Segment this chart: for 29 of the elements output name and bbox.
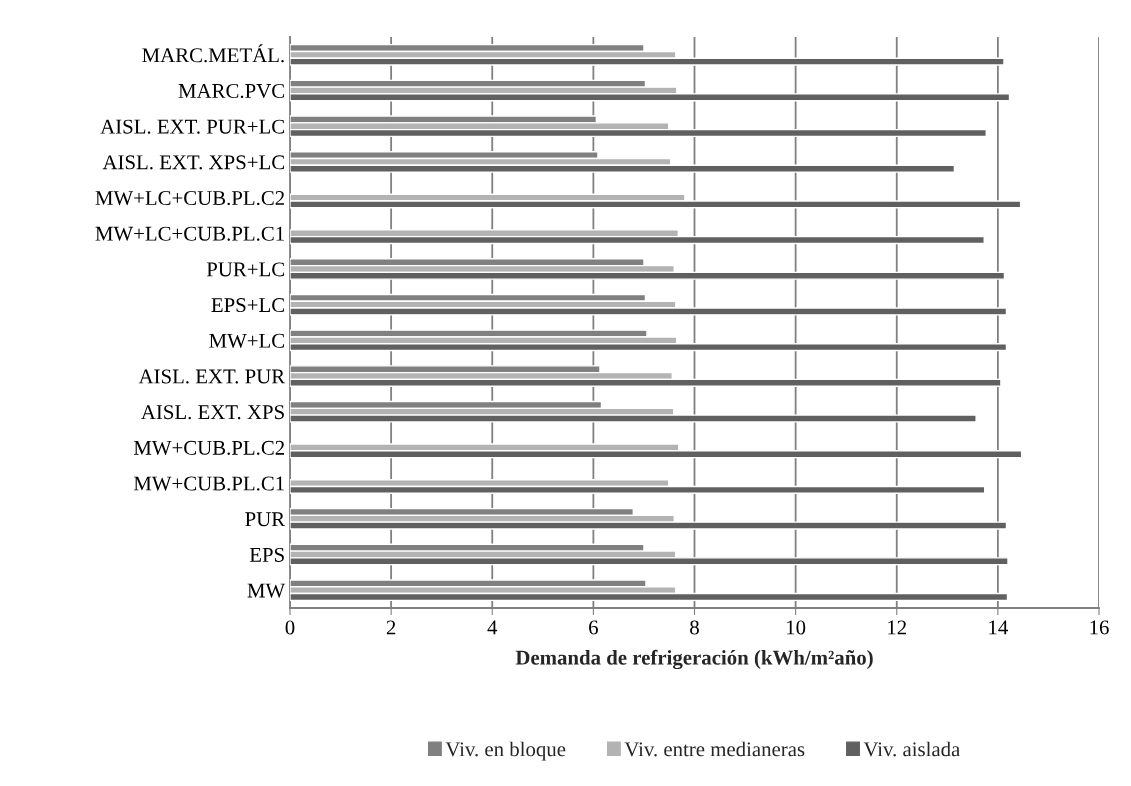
y-tick-label: MW bbox=[247, 583, 286, 598]
y-tick-label: MW+LC+CUB.PL.C2 bbox=[95, 191, 284, 206]
y-tick-label: EPS+LC bbox=[211, 298, 284, 313]
y-tick-label: AISL. EXT. PUR bbox=[138, 369, 286, 384]
y-tick-label: EPS bbox=[249, 547, 284, 562]
y-tick-label: AISL. EXT. XPS bbox=[141, 405, 284, 420]
x-tick-label: 0 bbox=[285, 620, 295, 635]
x-tick-label: 16 bbox=[1090, 620, 1109, 635]
y-tick-label: MW+CUB.PL.C1 bbox=[133, 476, 284, 491]
y-tick-label: PUR bbox=[245, 512, 286, 527]
legend-label: Viv. aislada bbox=[863, 741, 961, 757]
legend-label: Viv. en bloque bbox=[445, 741, 566, 761]
x-tick-label: 4 bbox=[487, 620, 498, 635]
x-tick-label: 6 bbox=[589, 620, 598, 635]
y-tick-label: PUR+LC bbox=[206, 262, 284, 277]
y-tick-label: MARC.METÁL. bbox=[142, 44, 284, 63]
x-axis-title: Demanda de refrigeración (kWh/m²año) bbox=[515, 649, 873, 670]
x-tick-label: 2 bbox=[386, 620, 396, 635]
x-tick-label: 12 bbox=[888, 620, 907, 635]
x-tick-label: 14 bbox=[989, 620, 1008, 635]
y-tick-label: AISL. EXT. PUR+LC bbox=[100, 119, 284, 134]
x-tick-label: 8 bbox=[690, 620, 699, 635]
y-tick-label: MW+LC bbox=[209, 333, 284, 348]
y-tick-label: MW+CUB.PL.C2 bbox=[133, 440, 284, 455]
x-tick-label: 10 bbox=[787, 620, 806, 635]
y-tick-label: MW+LC+CUB.PL.C1 bbox=[95, 226, 284, 241]
y-tick-label: MARC.PVC bbox=[178, 83, 284, 99]
legend-label: Viv. entre medianeras bbox=[624, 741, 805, 757]
y-tick-label: AISL. EXT. XPS+LC bbox=[102, 155, 284, 170]
